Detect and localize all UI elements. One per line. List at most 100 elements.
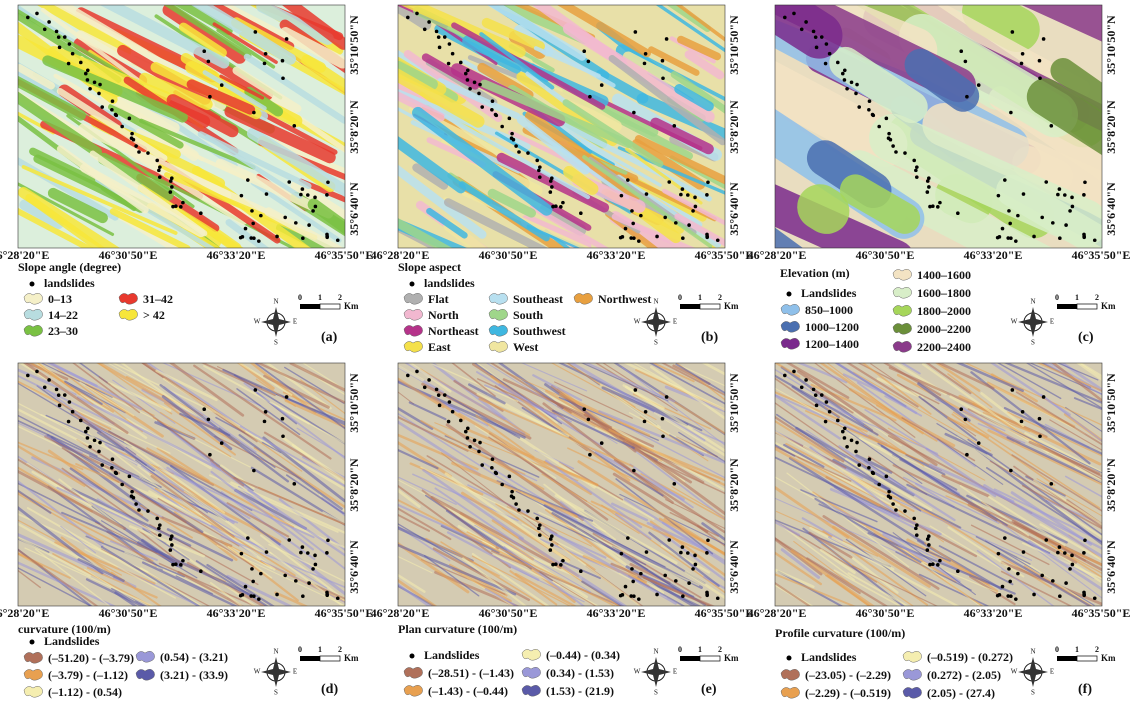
landslide-point: [459, 61, 463, 65]
landslide-symbol: [410, 654, 415, 659]
landslide-point: [181, 201, 185, 205]
landslide-point: [1007, 567, 1011, 571]
landslide-point: [86, 436, 90, 440]
landslide-point: [998, 235, 1002, 239]
landslide-point: [448, 42, 452, 46]
landslide-point: [311, 567, 315, 571]
landslide-point: [490, 466, 494, 470]
landslide-point: [812, 388, 816, 392]
landslide-point: [241, 593, 245, 597]
landslide-point: [158, 533, 162, 537]
landslide-point: [1016, 572, 1020, 576]
y-tick-label: 35°6'40"N: [1104, 182, 1118, 236]
landslide-point: [480, 105, 484, 109]
landslide-point: [512, 138, 516, 142]
compass-star: [1018, 657, 1048, 687]
landslide-point: [936, 205, 940, 209]
y-tick-label: 35°6'40"N: [727, 540, 741, 594]
landslide-point: [705, 551, 709, 555]
landslide-point: [326, 539, 330, 543]
landslide-point: [626, 536, 630, 540]
landslide-point: [634, 30, 638, 34]
landslide-point: [828, 410, 832, 414]
compass-label: W: [634, 668, 641, 676]
landslide-point: [936, 563, 940, 567]
landslide-point: [240, 552, 244, 556]
landslide-point: [1082, 233, 1086, 237]
landslide-point: [468, 87, 472, 91]
landslide-point: [134, 144, 138, 148]
landslide-point: [915, 533, 919, 537]
scale-bar-segment: [1077, 656, 1097, 661]
landslide-point: [464, 430, 468, 434]
legend-title: Plan curvature (100/m): [398, 622, 517, 636]
landslide-point: [549, 537, 553, 541]
legend-swatch: [903, 651, 922, 662]
scale-bar-label: 1: [698, 293, 702, 302]
legend-swatch: [781, 338, 800, 349]
landslide-point: [1032, 593, 1036, 597]
landslide-point: [825, 400, 829, 404]
landslide-point: [451, 410, 455, 414]
landslide-point: [464, 72, 468, 76]
landslide-point: [855, 83, 859, 87]
legend-label: East: [428, 340, 451, 354]
landslide-point: [281, 434, 285, 438]
legend-label: (–0.44) - (0.34): [546, 648, 620, 662]
landslide-point: [275, 235, 279, 239]
landslide-point: [58, 46, 62, 50]
legend-swatch: [136, 669, 155, 680]
landslide-point: [800, 385, 804, 389]
landslide-point: [179, 563, 183, 567]
landslide-point: [889, 496, 893, 500]
landslide-point: [804, 378, 808, 382]
y-tick-label: 35°8'20"N: [1104, 458, 1118, 512]
legend-swatch: [404, 325, 423, 336]
landslide-symbol: [787, 292, 792, 297]
landslide-point: [693, 554, 697, 558]
landslide-point: [872, 114, 876, 118]
legend-label: (–23.05) - (–2.29): [805, 668, 891, 682]
landslide-point: [631, 222, 635, 226]
landslide-point: [620, 552, 624, 556]
legend-title: Profile curvature (100/m): [775, 626, 905, 640]
landslide-point: [663, 216, 667, 220]
landslide-point: [294, 579, 298, 583]
scale-bar-segment: [1057, 656, 1077, 661]
compass-star: [261, 657, 291, 687]
landslide-point: [887, 132, 891, 136]
landslide-point: [1093, 596, 1097, 600]
landslide-point: [287, 180, 291, 184]
panel-label: (a): [321, 330, 338, 345]
legend-swatch: [24, 293, 43, 304]
legend-swatch: [522, 667, 541, 678]
landslide-point: [110, 466, 114, 470]
landslide-point: [313, 196, 317, 200]
x-tick-label: 46°28'20"E: [748, 248, 807, 262]
landslide-point: [169, 537, 173, 541]
landslide-point: [915, 175, 919, 179]
y-tick-label: 35°10'50"N: [347, 373, 361, 433]
landslide-point: [26, 374, 30, 378]
landslide-point: [128, 117, 132, 121]
compass-label: E: [673, 668, 677, 676]
x-tick-label: 46°35'50"E: [315, 248, 374, 262]
landslide-point: [132, 496, 136, 500]
landslide-point: [130, 490, 134, 494]
landslide-point: [97, 450, 101, 454]
y-tick-label: 35°6'40"N: [1104, 540, 1118, 594]
landslide-point: [199, 211, 203, 215]
x-tick-label: 46°30'50"E: [99, 606, 158, 620]
landslide-point: [634, 388, 638, 392]
landslide-point: [964, 418, 968, 422]
x-tick-label: 46°30'50"E: [856, 606, 915, 620]
landslide-point: [283, 574, 287, 578]
landslide-point: [254, 388, 258, 392]
landslide-point: [681, 594, 685, 598]
landslide-point: [158, 165, 162, 169]
legend-label: (2.05) - (27.4): [927, 686, 995, 700]
compass-label: N: [273, 648, 278, 656]
landslide-point: [491, 99, 495, 103]
legend-label: 2000–2200: [917, 322, 971, 336]
panel: 46°28'20"E46°30'50"E46°33'20"E46°35'50"E…: [337, 0, 772, 354]
